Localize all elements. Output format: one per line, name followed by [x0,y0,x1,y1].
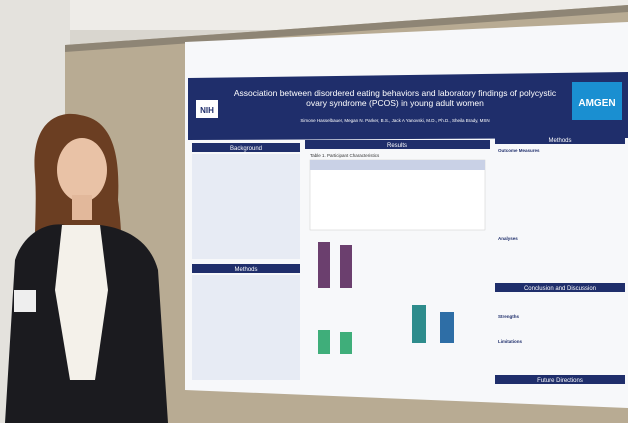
poster-title: Association between disordered eating be… [233,88,557,108]
section-header: Conclusion and Discussion [524,286,596,292]
header-bar [192,143,300,152]
amgen-logo [572,82,622,120]
table-title: Table 1. Participant Characteristics [310,153,380,158]
logo-right: AMGEN [578,98,615,109]
section-header: Background [230,146,262,152]
section-header: Methods [234,267,257,273]
authors-box: Simone Hasselbauer, Megan N. Parker, B.S… [300,118,490,123]
badge [14,290,36,312]
logo-left: NIH [200,106,214,115]
subheader: Limitations [498,339,522,344]
chart-bar [440,312,454,343]
header-bar [192,264,300,273]
section-header: Results [387,143,407,149]
chart-bar [318,242,330,288]
table-header [310,160,485,170]
table [309,159,486,231]
header-bar [495,375,625,384]
chart-bar [340,245,352,288]
section-header: Methods [548,138,571,144]
section-header: Future Directions [537,378,583,384]
authors: Simone Hasselbauer, Megan N. Parker, B.S… [300,118,490,123]
subheader: Strengths [498,314,519,319]
header-bar [495,283,625,292]
title-box: Association between disordered eating be… [233,88,557,108]
subheader: Analyses [498,236,518,241]
header-bar [495,135,625,144]
poster-header [188,72,628,140]
chart-bar [340,332,352,354]
header-bar [305,140,490,149]
text-block [192,154,300,259]
neck [72,195,92,220]
subheader: Outcome Measures [498,148,540,153]
nih-logo [196,100,218,118]
chart-bar [318,330,330,354]
face [57,138,107,202]
text-block [192,275,300,380]
chart-bar [412,305,426,343]
shirt [55,225,108,380]
board-frame [65,5,628,52]
